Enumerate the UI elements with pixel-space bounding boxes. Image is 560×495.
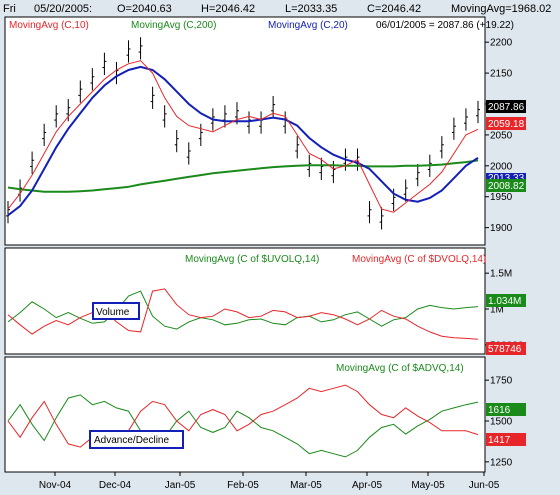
adv-box-text: Advance/Decline (94, 435, 169, 446)
badge-price: 2087.86 (488, 102, 525, 113)
volume-badges: 1.034M 578746 (486, 294, 526, 355)
ma20-line (7, 65, 479, 217)
price-tick-label-5: 1950 (490, 192, 513, 203)
header-day: Fri (3, 3, 16, 15)
price-tick-label-6: 1900 (490, 223, 513, 234)
badge-dvol: 578746 (488, 344, 522, 355)
badge-ma20-bg (486, 173, 526, 183)
adv-tick-label-0: 1750 (490, 376, 513, 387)
legend-advq: MovingAvg (C of $ADVQ,14) (336, 363, 464, 374)
badge-adv-down: 1417 (488, 435, 511, 446)
adv-lines (7, 384, 479, 458)
price-lines (7, 60, 479, 217)
price-legend: MovingAvg (C,10) MovingAvg (C,200) Movin… (9, 20, 514, 31)
badge-ma10: 2059.18 (488, 119, 525, 130)
adv-tick-label-1: 1500 (490, 417, 513, 428)
adv-box-label: Advance/Decline (89, 430, 184, 449)
dvol-line (7, 288, 479, 340)
adv-tick-label-2: 1250 (490, 457, 513, 468)
price-tick-label-1: 2150 (490, 69, 513, 80)
badge-ma10-bg (486, 117, 526, 130)
price-tick-label-4: 2000 (490, 161, 513, 172)
badge-ma200: 2008.82 (488, 181, 525, 192)
x-tick-label-5: Apr-05 (352, 480, 382, 491)
volume-legend: MovingAvg (C of $UVOLQ,14) MovingAvg (C … (185, 254, 486, 265)
header-date: 05/20/2005: (34, 3, 92, 15)
volume-lines (7, 288, 479, 340)
x-axis: Nov-04 Dec-04 Jan-05 Feb-05 Mar-05 Apr-05 May-… (39, 472, 500, 491)
price-badges: 2087.86 2059.18 2013.33 2008.82 (486, 100, 526, 192)
badge-price-bg (486, 100, 526, 113)
volume-panel (4, 247, 486, 355)
x-tick-label-0: Nov-04 (39, 480, 72, 491)
badge-uvol: 1.034M (488, 296, 521, 307)
x-tick-label-2: Jan-05 (165, 480, 196, 491)
header-low: L=2033.35 (285, 3, 337, 15)
ma200-line (7, 159, 479, 193)
header-close: C=2046.42 (367, 3, 421, 15)
price-tick-label-3: 2050 (490, 130, 513, 141)
x-tick-label-3: Feb-05 (227, 480, 259, 491)
x-tick-label-7: Jun-05 (469, 480, 500, 491)
x-tick-label-6: May-05 (411, 480, 445, 491)
volume-tick-label-1: 1M (490, 305, 504, 316)
legend-dvol: MovingAvg (C of $DVOLQ,14) (352, 254, 486, 265)
header-open: O=2040.63 (117, 3, 172, 15)
volume-box-text: Volume (96, 307, 130, 318)
header-bar (0, 0, 560, 16)
legend-ma200: MovingAvg (C,200) (131, 20, 216, 31)
badge-adv-down-bg (486, 433, 526, 446)
badge-adv-up-bg (486, 403, 526, 416)
badge-uvol-bg (486, 294, 526, 307)
header-quote: Fri 05/20/2005: O=2040.63 H=2046.42 L=20… (3, 3, 551, 15)
price-tick-label-0: 2200 (490, 38, 513, 49)
uvol-line (7, 290, 479, 330)
adv-panel (4, 356, 486, 473)
volume-tick-label-0: 1.5M (490, 269, 512, 280)
badge-ma200-bg (486, 179, 526, 192)
adv-line (7, 394, 479, 458)
badge-ma20: 2013.33 (488, 173, 525, 184)
price-bars (6, 37, 480, 230)
price-panel (4, 16, 486, 246)
adv-y-axis: 1750 1500 1250 (485, 376, 513, 468)
volume-box-label: Volume (92, 302, 140, 320)
x-tick-label-4: Mar-05 (290, 480, 322, 491)
decline-line (7, 384, 479, 448)
header-high: H=2046.42 (201, 3, 255, 15)
adv-legend: MovingAvg (C of $ADVQ,14) (336, 363, 464, 374)
x-tick-label-1: Dec-04 (99, 480, 132, 491)
header-ma-value: MovingAvg=1968.02 (451, 3, 551, 15)
badge-adv-up: 1616 (488, 405, 511, 416)
legend-ma20: MovingAvg (C,20) (268, 20, 348, 31)
legend-uvol: MovingAvg (C of $UVOLQ,14) (185, 254, 319, 265)
price-annotation: 06/01/2005 = 2087.86 (+19.22) (376, 20, 514, 31)
volume-box (92, 302, 140, 320)
ma10-line (7, 60, 479, 213)
legend-ma10: MovingAvg (C,10) (9, 20, 89, 31)
adv-badges: 1616 1417 (486, 403, 526, 446)
adv-box (89, 430, 184, 449)
badge-dvol-bg (486, 342, 526, 355)
